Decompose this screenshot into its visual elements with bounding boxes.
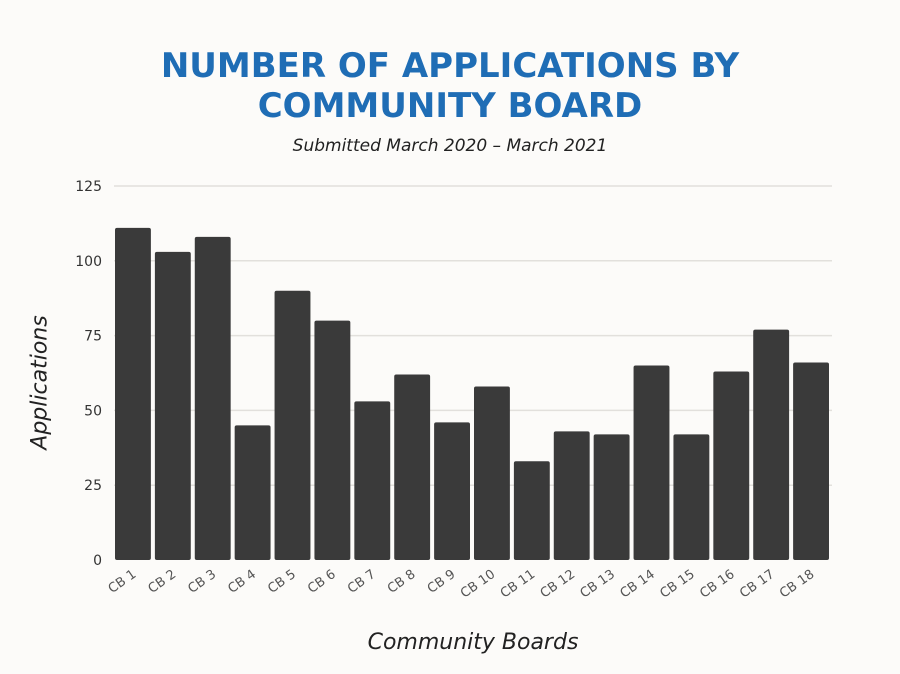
x-tick-label: CB 1 — [106, 567, 140, 597]
x-tick-label: CB 7 — [345, 567, 379, 597]
x-tick-label: CB 4 — [225, 567, 259, 597]
x-tick-label: CB 14 — [618, 567, 658, 601]
bar-cb12 — [553, 431, 590, 560]
bar-cb8 — [394, 374, 431, 560]
x-tick-label: CB 3 — [186, 567, 220, 597]
chart-subtitle: Submitted March 2020 – March 2021 — [292, 136, 608, 156]
x-tick-label: CB 5 — [265, 567, 299, 597]
y-tick-label: 125 — [75, 179, 102, 195]
x-tick-label: CB 2 — [146, 567, 180, 597]
x-tick-label: CB 9 — [425, 567, 459, 597]
bar-cb17 — [753, 329, 790, 560]
bar-cb9 — [434, 422, 470, 560]
y-axis-label: Applications — [27, 315, 53, 450]
bar-cb14 — [633, 365, 670, 560]
x-tick-label: CB 15 — [657, 567, 697, 601]
x-tick-label: CB 12 — [538, 567, 578, 601]
x-tick-label: CB 17 — [737, 567, 777, 601]
chart-title: NUMBER OF APPLICATIONS BY COMMUNITY BOAR… — [160, 46, 740, 126]
y-tick-label: 25 — [84, 478, 102, 494]
y-tick-label: 100 — [75, 254, 102, 270]
x-tick-label: CB 11 — [498, 567, 538, 601]
bar-cb15 — [673, 434, 710, 560]
x-axis-label: Community Boards — [367, 630, 579, 655]
bar-cb13 — [593, 434, 630, 560]
y-tick-label: 0 — [93, 553, 102, 569]
bar-cb2 — [154, 251, 191, 560]
bar-cb11 — [513, 461, 550, 560]
x-tick-label: CB 10 — [458, 567, 498, 601]
bar-cb5 — [274, 290, 311, 560]
y-tick-label: 50 — [84, 403, 102, 419]
bar-cb18 — [793, 362, 829, 560]
x-tick-label: CB 16 — [697, 567, 737, 601]
x-tick-label: CB 8 — [385, 567, 419, 597]
y-tick-label: 75 — [84, 329, 102, 345]
bar-cb1 — [115, 227, 151, 560]
bar-cb7 — [354, 401, 391, 560]
x-tick-label: CB 6 — [305, 567, 339, 597]
bar-cb6 — [314, 320, 351, 560]
bar-cb10 — [474, 386, 510, 560]
x-tick-label: CB 13 — [578, 567, 618, 601]
bar-cb4 — [234, 425, 271, 560]
bar-cb3 — [194, 236, 231, 560]
x-tick-label: CB 18 — [777, 567, 817, 601]
bar-cb16 — [713, 371, 750, 560]
